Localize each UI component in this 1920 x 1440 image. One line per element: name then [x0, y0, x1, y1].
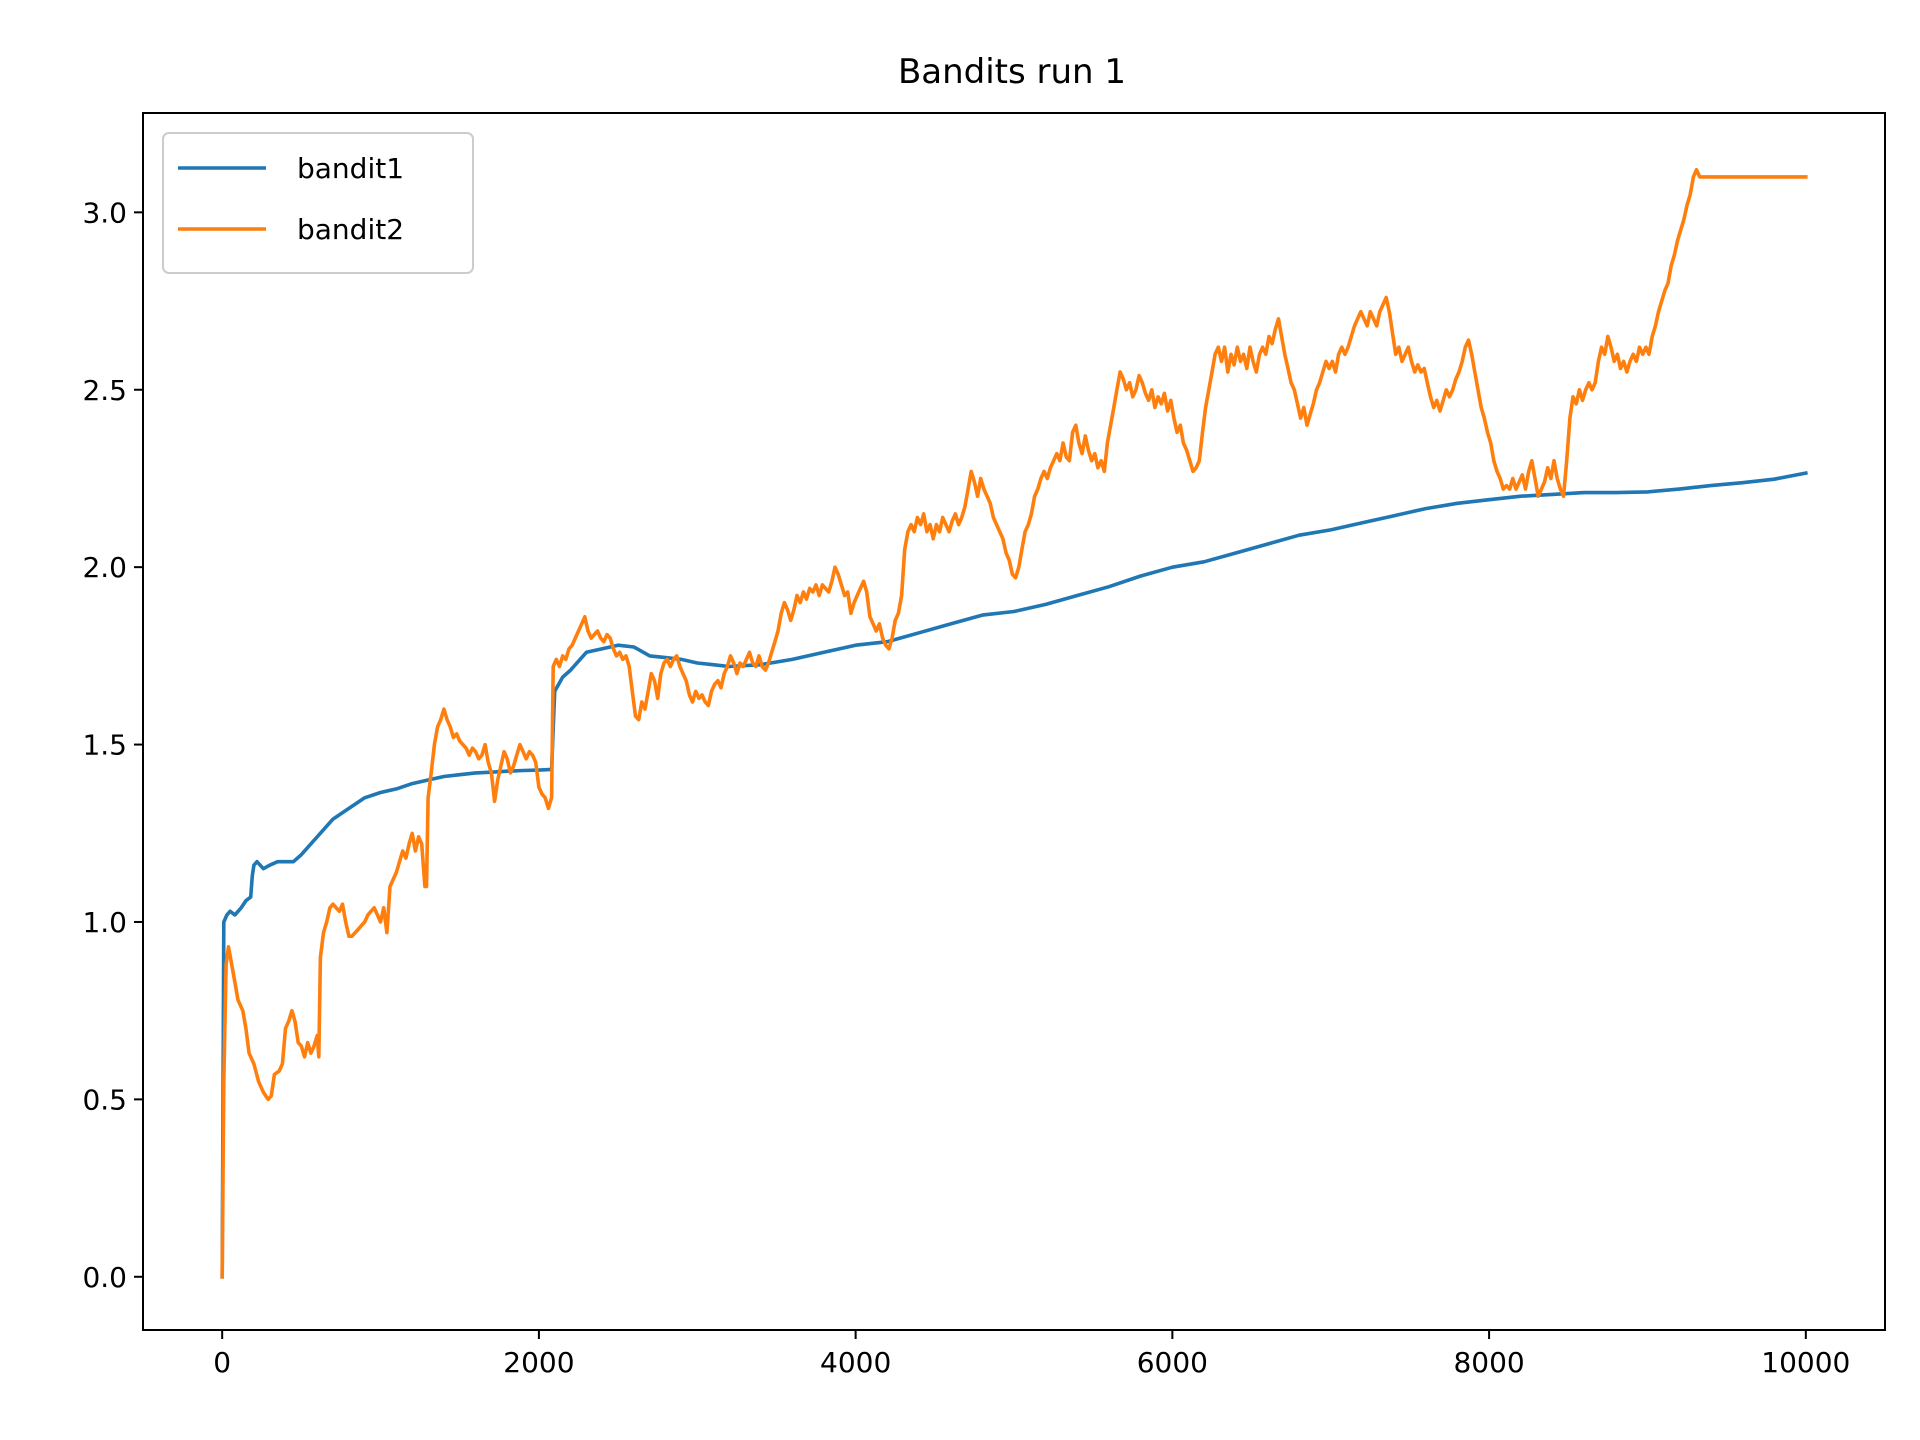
series-line-bandit1 — [220, 470, 1808, 1279]
plot-area: 0 2000 4000 6000 8000 10000 0.0 0.5 1.0 1.5 2.0 2.5… — [82, 112, 1886, 1379]
chart-title: Bandits run 1 — [898, 52, 1126, 92]
legend-label-bandit1: bandit1 — [297, 152, 404, 185]
y-tick-label: 1.0 — [82, 906, 127, 939]
series-line-bandit2 — [220, 168, 1808, 1279]
x-tick-label: 4000 — [820, 1346, 891, 1379]
y-tick-label: 0.0 — [82, 1261, 127, 1294]
x-tick-label: 6000 — [1137, 1346, 1208, 1379]
y-tick-label: 2.0 — [82, 551, 127, 584]
y-tick-label: 2.5 — [82, 374, 127, 407]
x-tick-label: 8000 — [1453, 1346, 1524, 1379]
legend: bandit1 bandit2 — [162, 132, 474, 274]
y-tick-label: 0.5 — [82, 1083, 127, 1116]
x-tick-label: 0 — [213, 1346, 231, 1379]
legend-label-bandit2: bandit2 — [297, 213, 404, 246]
y-tick-label: 1.5 — [82, 729, 127, 762]
y-tick-label: 3.0 — [82, 196, 127, 229]
axes-frame — [142, 112, 1886, 1331]
x-tick-label: 2000 — [503, 1346, 574, 1379]
x-tick-label: 10000 — [1761, 1346, 1850, 1379]
